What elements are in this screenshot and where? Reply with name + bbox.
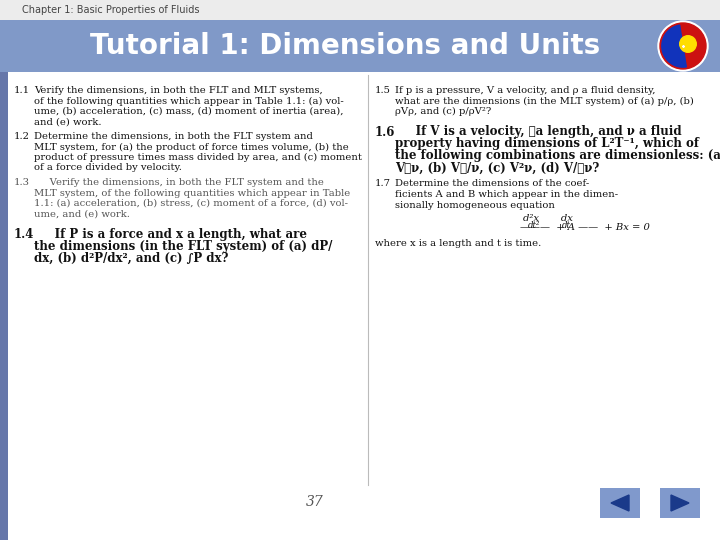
Text: Verify the dimensions, in both the FLT system and the: Verify the dimensions, in both the FLT s… — [34, 178, 324, 187]
Text: Chapter 1: Basic Properties of Fluids: Chapter 1: Basic Properties of Fluids — [22, 5, 199, 15]
Polygon shape — [662, 25, 686, 67]
Bar — [660, 488, 700, 518]
Text: ———  + A ——  + Bx = 0: ——— + A —— + Bx = 0 — [520, 224, 649, 233]
Text: dt: dt — [562, 220, 570, 230]
Bar — [0, 0, 720, 20]
Text: dx, (b) d²P/dx², and (c) ∫P dx?: dx, (b) d²P/dx², and (c) ∫P dx? — [34, 252, 228, 265]
Text: of a force divided by velocity.: of a force divided by velocity. — [34, 164, 182, 172]
Text: Determine the dimensions of the coef-: Determine the dimensions of the coef- — [395, 179, 589, 188]
Text: property having dimensions of L²T⁻¹, which of: property having dimensions of L²T⁻¹, whi… — [395, 138, 699, 151]
Text: 1.7: 1.7 — [375, 179, 391, 188]
Text: If P is a force and x a length, what are: If P is a force and x a length, what are — [34, 228, 307, 241]
Text: product of pressure times mass divided by area, and (c) moment: product of pressure times mass divided b… — [34, 153, 362, 162]
Bar — [0, 72, 8, 540]
Text: ρVρ, and (c) p/ρV²?: ρVρ, and (c) p/ρV²? — [395, 107, 491, 116]
Text: the following combinations are dimensionless: (a): the following combinations are dimension… — [395, 150, 720, 163]
Text: Vℓν, (b) Vℓ/ν, (c) V²ν, (d) V/ℓν?: Vℓν, (b) Vℓ/ν, (c) V²ν, (d) V/ℓν? — [395, 161, 599, 174]
Text: ume, and (e) work.: ume, and (e) work. — [34, 210, 130, 219]
Polygon shape — [671, 495, 689, 511]
Circle shape — [658, 21, 708, 71]
Text: 37: 37 — [306, 495, 324, 509]
Text: If p is a pressure, V a velocity, and ρ a fluid density,: If p is a pressure, V a velocity, and ρ … — [395, 86, 655, 95]
Text: MLT system, of the following quantities which appear in Table: MLT system, of the following quantities … — [34, 188, 350, 198]
Text: 1.5: 1.5 — [375, 86, 391, 95]
Circle shape — [680, 36, 696, 52]
Text: 1.1: (a) acceleration, (b) stress, (c) moment of a force, (d) vol-: 1.1: (a) acceleration, (b) stress, (c) m… — [34, 199, 348, 208]
Text: Determine the dimensions, in both the FLT system and: Determine the dimensions, in both the FL… — [34, 132, 313, 141]
Text: sionally homogeneous equation: sionally homogeneous equation — [395, 200, 555, 210]
Text: Verify the dimensions, in both the FLT and MLT systems,: Verify the dimensions, in both the FLT a… — [34, 86, 323, 95]
Text: 1.3: 1.3 — [14, 178, 30, 187]
Bar — [0, 72, 720, 540]
Bar — [0, 20, 720, 72]
Text: what are the dimensions (in the MLT system) of (a) p/ρ, (b): what are the dimensions (in the MLT syst… — [395, 97, 694, 106]
Text: 1.2: 1.2 — [14, 132, 30, 141]
Text: the dimensions (in the FLT system) of (a) dP/: the dimensions (in the FLT system) of (a… — [34, 240, 333, 253]
Circle shape — [660, 23, 706, 69]
Text: and (e) work.: and (e) work. — [34, 118, 102, 126]
Text: 1.1: 1.1 — [14, 86, 30, 95]
Text: MLT system, for (a) the product of force times volume, (b) the: MLT system, for (a) the product of force… — [34, 143, 348, 152]
Text: 1.6: 1.6 — [375, 125, 395, 138]
Bar — [600, 488, 640, 518]
Text: 1.4: 1.4 — [14, 228, 35, 241]
Text: If V is a velocity, ℓa length, and ν a fluid: If V is a velocity, ℓa length, and ν a f… — [395, 125, 682, 138]
Text: Tutorial 1: Dimensions and Units: Tutorial 1: Dimensions and Units — [90, 32, 600, 60]
Polygon shape — [611, 495, 629, 511]
Text: ume, (b) acceleration, (c) mass, (d) moment of inertia (area),: ume, (b) acceleration, (c) mass, (d) mom… — [34, 107, 343, 116]
Text: of the following quantities which appear in Table 1.1: (a) vol-: of the following quantities which appear… — [34, 97, 343, 106]
Text: ficients A and B which appear in the dimen-: ficients A and B which appear in the dim… — [395, 190, 618, 199]
Text: where x is a length and t is time.: where x is a length and t is time. — [375, 239, 541, 248]
Text: d²x       dx: d²x dx — [523, 214, 572, 223]
Text: dt²: dt² — [528, 220, 540, 230]
